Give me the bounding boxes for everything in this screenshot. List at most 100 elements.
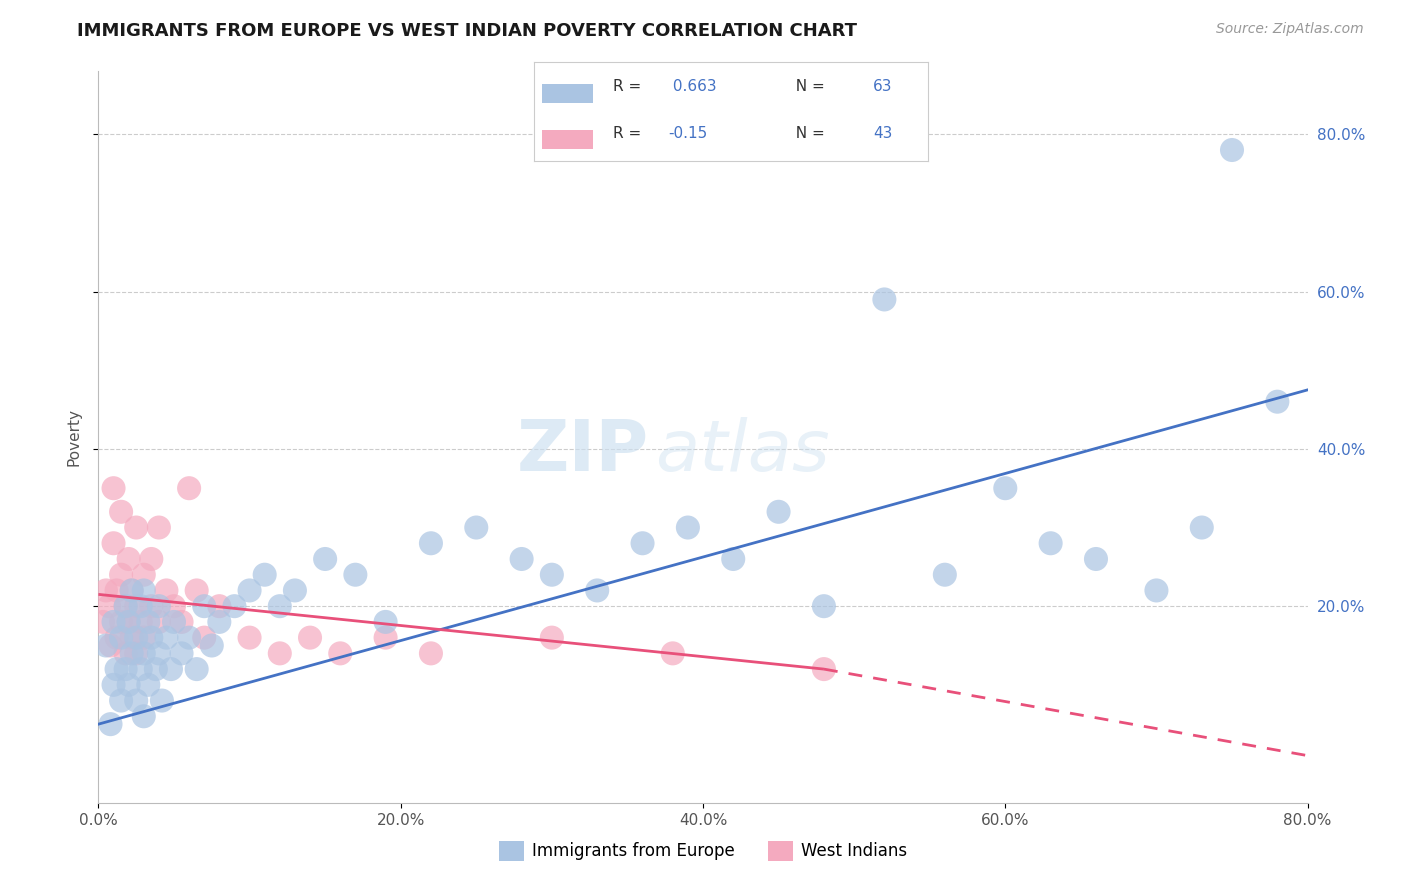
Point bbox=[148, 646, 170, 660]
Point bbox=[540, 631, 562, 645]
Point bbox=[94, 583, 117, 598]
Point bbox=[208, 615, 231, 629]
Point bbox=[239, 631, 262, 645]
Point bbox=[125, 693, 148, 707]
Point bbox=[179, 481, 201, 495]
Point bbox=[224, 599, 246, 614]
Point bbox=[148, 520, 170, 534]
Point bbox=[163, 615, 186, 629]
Point bbox=[141, 552, 163, 566]
Text: R =: R = bbox=[613, 79, 647, 95]
Point bbox=[145, 662, 167, 676]
Point bbox=[121, 583, 143, 598]
Point bbox=[1039, 536, 1062, 550]
Point bbox=[121, 583, 143, 598]
Point bbox=[465, 520, 488, 534]
Point bbox=[284, 583, 307, 598]
Point bbox=[208, 599, 231, 614]
Point bbox=[91, 615, 114, 629]
Text: 63: 63 bbox=[873, 79, 893, 95]
Point bbox=[150, 693, 173, 707]
Point bbox=[132, 646, 155, 660]
Text: ZIP: ZIP bbox=[516, 417, 648, 486]
Point bbox=[125, 520, 148, 534]
Point bbox=[148, 615, 170, 629]
Point bbox=[193, 599, 215, 614]
Point bbox=[118, 615, 141, 629]
Point bbox=[114, 599, 136, 614]
Text: IMMIGRANTS FROM EUROPE VS WEST INDIAN POVERTY CORRELATION CHART: IMMIGRANTS FROM EUROPE VS WEST INDIAN PO… bbox=[77, 22, 858, 40]
Point bbox=[374, 631, 396, 645]
Text: Source: ZipAtlas.com: Source: ZipAtlas.com bbox=[1216, 22, 1364, 37]
Text: 43: 43 bbox=[873, 126, 893, 141]
Point bbox=[118, 678, 141, 692]
Point bbox=[723, 552, 745, 566]
Point bbox=[110, 693, 132, 707]
Point bbox=[129, 662, 152, 676]
Point bbox=[110, 567, 132, 582]
Point bbox=[118, 552, 141, 566]
Point bbox=[110, 631, 132, 645]
Point bbox=[934, 567, 956, 582]
Point bbox=[155, 631, 177, 645]
Point bbox=[269, 646, 291, 660]
Point bbox=[170, 646, 193, 660]
Text: N =: N = bbox=[786, 126, 830, 141]
Point bbox=[132, 709, 155, 723]
Point bbox=[239, 583, 262, 598]
Point bbox=[129, 599, 152, 614]
Text: atlas: atlas bbox=[655, 417, 830, 486]
Point bbox=[103, 615, 125, 629]
Point bbox=[100, 717, 122, 731]
Point bbox=[420, 536, 443, 550]
Text: -0.15: -0.15 bbox=[668, 126, 707, 141]
Point bbox=[148, 599, 170, 614]
Bar bbox=[543, 130, 593, 149]
Point bbox=[105, 583, 128, 598]
Point bbox=[160, 662, 183, 676]
Y-axis label: Poverty: Poverty bbox=[66, 408, 82, 467]
Point bbox=[136, 678, 159, 692]
Bar bbox=[543, 84, 593, 103]
Point bbox=[141, 631, 163, 645]
Point bbox=[631, 536, 654, 550]
Point bbox=[994, 481, 1017, 495]
Point bbox=[344, 567, 367, 582]
Point bbox=[103, 678, 125, 692]
Point bbox=[132, 567, 155, 582]
Point bbox=[329, 646, 352, 660]
Legend: Immigrants from Europe, West Indians: Immigrants from Europe, West Indians bbox=[492, 834, 914, 868]
Point bbox=[813, 662, 835, 676]
Point bbox=[586, 583, 609, 598]
Point bbox=[253, 567, 276, 582]
Point bbox=[155, 583, 177, 598]
Point bbox=[132, 631, 155, 645]
Point bbox=[125, 631, 148, 645]
Point bbox=[132, 583, 155, 598]
Point bbox=[314, 552, 336, 566]
Point bbox=[1085, 552, 1108, 566]
Point bbox=[1220, 143, 1243, 157]
Point bbox=[186, 662, 208, 676]
Point bbox=[661, 646, 683, 660]
Point bbox=[136, 615, 159, 629]
Point bbox=[125, 646, 148, 660]
Point bbox=[103, 536, 125, 550]
Point bbox=[299, 631, 322, 645]
Point bbox=[1191, 520, 1213, 534]
Point bbox=[768, 505, 790, 519]
Point bbox=[269, 599, 291, 614]
Point bbox=[114, 646, 136, 660]
Point bbox=[125, 599, 148, 614]
Point bbox=[540, 567, 562, 582]
Point bbox=[193, 631, 215, 645]
Point bbox=[121, 631, 143, 645]
Point bbox=[105, 631, 128, 645]
Point bbox=[110, 615, 132, 629]
Text: 0.663: 0.663 bbox=[668, 79, 717, 95]
Point bbox=[114, 599, 136, 614]
Point bbox=[420, 646, 443, 660]
Point bbox=[121, 646, 143, 660]
Point bbox=[114, 662, 136, 676]
Point bbox=[110, 505, 132, 519]
